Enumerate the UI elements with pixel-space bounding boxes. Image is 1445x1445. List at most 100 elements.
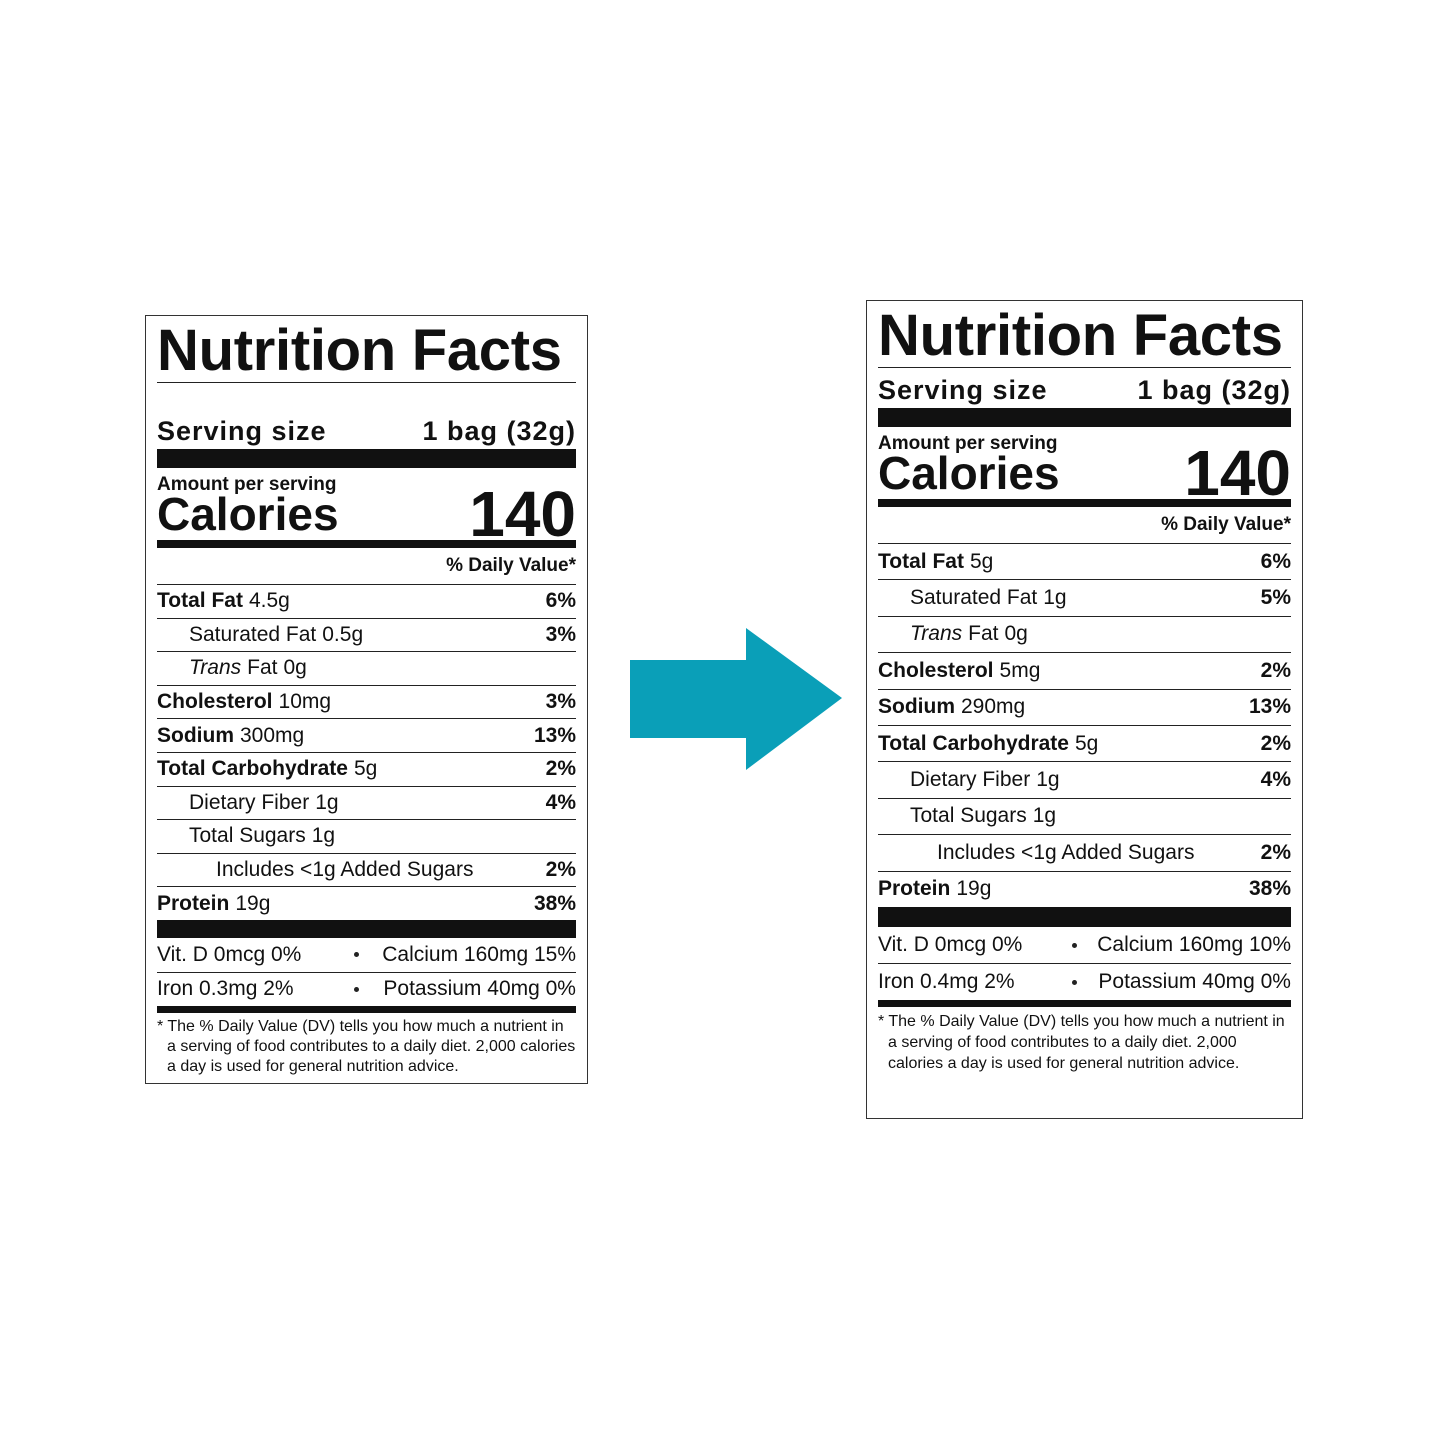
- daily-value-header: % Daily Value*: [446, 555, 576, 576]
- nutrient-row: Dietary Fiber 1g 4%: [157, 785, 576, 820]
- nutrient-name: Total Sugars: [910, 804, 1027, 828]
- nutrient-name-cell: Total Sugars 1g: [878, 804, 1056, 828]
- mineral: Calcium 160mg 15%: [382, 942, 576, 966]
- nutrient-row: Includes <1g Added Sugars 2%: [157, 852, 576, 887]
- nutrient-daily-value: 13%: [533, 723, 576, 747]
- arrow-shape: [630, 628, 842, 770]
- nutrition-label-before: Nutrition Facts Serving size 1 bag (32g) Am…: [145, 315, 588, 1084]
- nutrient-amount: 1g: [311, 824, 336, 848]
- nutrient-name-cell: Includes <1g Added Sugars: [157, 858, 473, 882]
- nutrient-daily-value: 6%: [1260, 549, 1291, 573]
- nutrient-daily-value: 4%: [1260, 768, 1291, 792]
- nutrient-row: Cholesterol 5mg 2%: [878, 652, 1291, 688]
- bullet: [1072, 942, 1078, 948]
- nutrient-name-cell: Sodium 300mg: [157, 724, 304, 748]
- bullet: [1072, 979, 1078, 985]
- serving-row: Serving size 1 bag (32g): [157, 413, 576, 449]
- serving-row: Serving size 1 bag (32g): [878, 372, 1291, 408]
- nutrient-name-cell: Total Sugars 1g: [157, 824, 335, 848]
- nutrient-name: Total Carbohydrate: [878, 731, 1069, 755]
- nutrient-name-cell: Total Carbohydrate 5g: [157, 757, 377, 781]
- nutrient-daily-value: 2%: [1260, 731, 1291, 755]
- nutrient-name-cell: Sodium 290mg: [878, 695, 1025, 719]
- footnote: * The % Daily Value (DV) tells you how m…: [878, 1012, 1285, 1072]
- nutrient-amount: 1g: [1032, 804, 1057, 828]
- nutrient-amount: 0.5g: [322, 622, 364, 646]
- nutrient-amount: 19g: [956, 877, 992, 901]
- mineral: Calcium 160mg 10%: [1097, 933, 1291, 957]
- nutrient-amount: 19g: [235, 891, 271, 915]
- rule: [157, 382, 576, 383]
- mineral-row: Vit. D 0mcg 0% Calcium 160mg 10%: [878, 927, 1291, 964]
- label-title: Nutrition Facts: [878, 303, 1283, 368]
- thick-bar: [157, 449, 576, 468]
- mineral: Potassium 40mg 0%: [1098, 970, 1291, 994]
- rule: [878, 367, 1291, 368]
- nutrient-name-cell: Total Fat 5g: [878, 550, 993, 574]
- nutrient-name-cell: Cholesterol 10mg: [157, 690, 331, 714]
- nutrient-name-cell: Dietary Fiber 1g: [878, 768, 1060, 792]
- nutrient-amount: 5mg: [999, 658, 1041, 682]
- nutrient-amount: 300mg: [240, 723, 305, 747]
- nutrient-name-cell: Total Fat 4.5g: [157, 589, 290, 613]
- nutrient-name-cell: Protein 19g: [878, 877, 991, 901]
- nutrient-name: Fat: [247, 656, 278, 680]
- nutrient-name: Includes <1g Added Sugars: [216, 858, 474, 882]
- mineral: Vit. D 0mcg 0%: [878, 933, 1023, 957]
- nutrient-name: Total Carbohydrate: [157, 757, 348, 781]
- nutrient-name: Sodium: [157, 723, 234, 747]
- nutrient-name: Includes <1g Added Sugars: [937, 840, 1195, 864]
- nutrient-row: Total Sugars 1g: [878, 797, 1291, 834]
- nutrient-name-cell: Dietary Fiber 1g: [157, 791, 339, 815]
- mineral-row: Iron 0.3mg 2% Potassium 40mg 0%: [157, 971, 576, 1006]
- arrow: [630, 628, 842, 770]
- bullet: [353, 986, 359, 992]
- mineral: Vit. D 0mcg 0%: [157, 942, 302, 966]
- nutrient-name-cell: Cholesterol 5mg: [878, 659, 1040, 683]
- nutrient-row: Trans Fat 0g: [157, 651, 576, 685]
- calories-label: Calories: [157, 488, 339, 540]
- calories-label: Calories: [878, 447, 1060, 499]
- serving-size: 1 bag (32g): [422, 416, 576, 446]
- nutrient-daily-value: 2%: [545, 757, 576, 781]
- nutrient-amount: 1g: [1043, 586, 1067, 610]
- nutrient-row: Total Carbohydrate 5g 2%: [878, 724, 1291, 761]
- nutrient-row: Sodium 300mg 13%: [157, 718, 576, 752]
- nutrient-name: Total Sugars: [189, 824, 306, 848]
- nutrient-row: Total Fat 5g 6%: [878, 543, 1291, 579]
- nutrient-name-italic: Trans: [910, 622, 963, 646]
- nutrient-name: Sodium: [878, 695, 955, 719]
- footnote: * The % Daily Value (DV) tells you how m…: [157, 1017, 576, 1075]
- nutrient-amount: 0g: [283, 656, 307, 680]
- thick-bar: [157, 919, 576, 938]
- nutrient-name-cell: Protein 19g: [157, 892, 270, 916]
- thick-bar: [878, 906, 1291, 927]
- nutrient-row: Sodium 290mg 13%: [878, 688, 1291, 725]
- thin-bar: [878, 999, 1291, 1007]
- nutrient-daily-value: 4%: [545, 790, 576, 814]
- nutrient-daily-value: 3%: [545, 690, 576, 714]
- nutrient-amount: 5g: [1074, 731, 1099, 755]
- nutrient-amount: 10mg: [278, 690, 332, 714]
- bullet: [353, 952, 359, 958]
- amount-per-serving: Amount per serving: [157, 474, 337, 495]
- nutrient-row: Saturated Fat 0.5g 3%: [157, 617, 576, 652]
- nutrient-row: Total Fat 4.5g 6%: [157, 584, 576, 618]
- nutrient-daily-value: 6%: [545, 589, 576, 613]
- nutrient-name-cell: Total Carbohydrate 5g: [878, 732, 1098, 756]
- nutrient-name: Saturated Fat: [910, 586, 1038, 610]
- nutrient-row: Includes <1g Added Sugars 2%: [878, 834, 1291, 870]
- nutrient-name: Fat: [968, 622, 999, 646]
- nutrient-row: Total Sugars 1g: [157, 819, 576, 853]
- nutrient-amount: 0g: [1004, 622, 1028, 646]
- nutrient-daily-value: 3%: [545, 622, 576, 646]
- nutrient-name-cell: Saturated Fat 1g: [878, 586, 1067, 610]
- nutrient-daily-value: 5%: [1260, 586, 1291, 610]
- nutrient-row: Cholesterol 10mg 3%: [157, 684, 576, 719]
- nutrient-row: Saturated Fat 1g 5%: [878, 579, 1291, 615]
- nutrient-name: Protein: [157, 891, 230, 915]
- mineral-row: Vit. D 0mcg 0% Calcium 160mg 15%: [157, 938, 576, 972]
- calories-row: Calories 140: [878, 441, 1291, 505]
- nutrient-amount: 5g: [969, 549, 994, 573]
